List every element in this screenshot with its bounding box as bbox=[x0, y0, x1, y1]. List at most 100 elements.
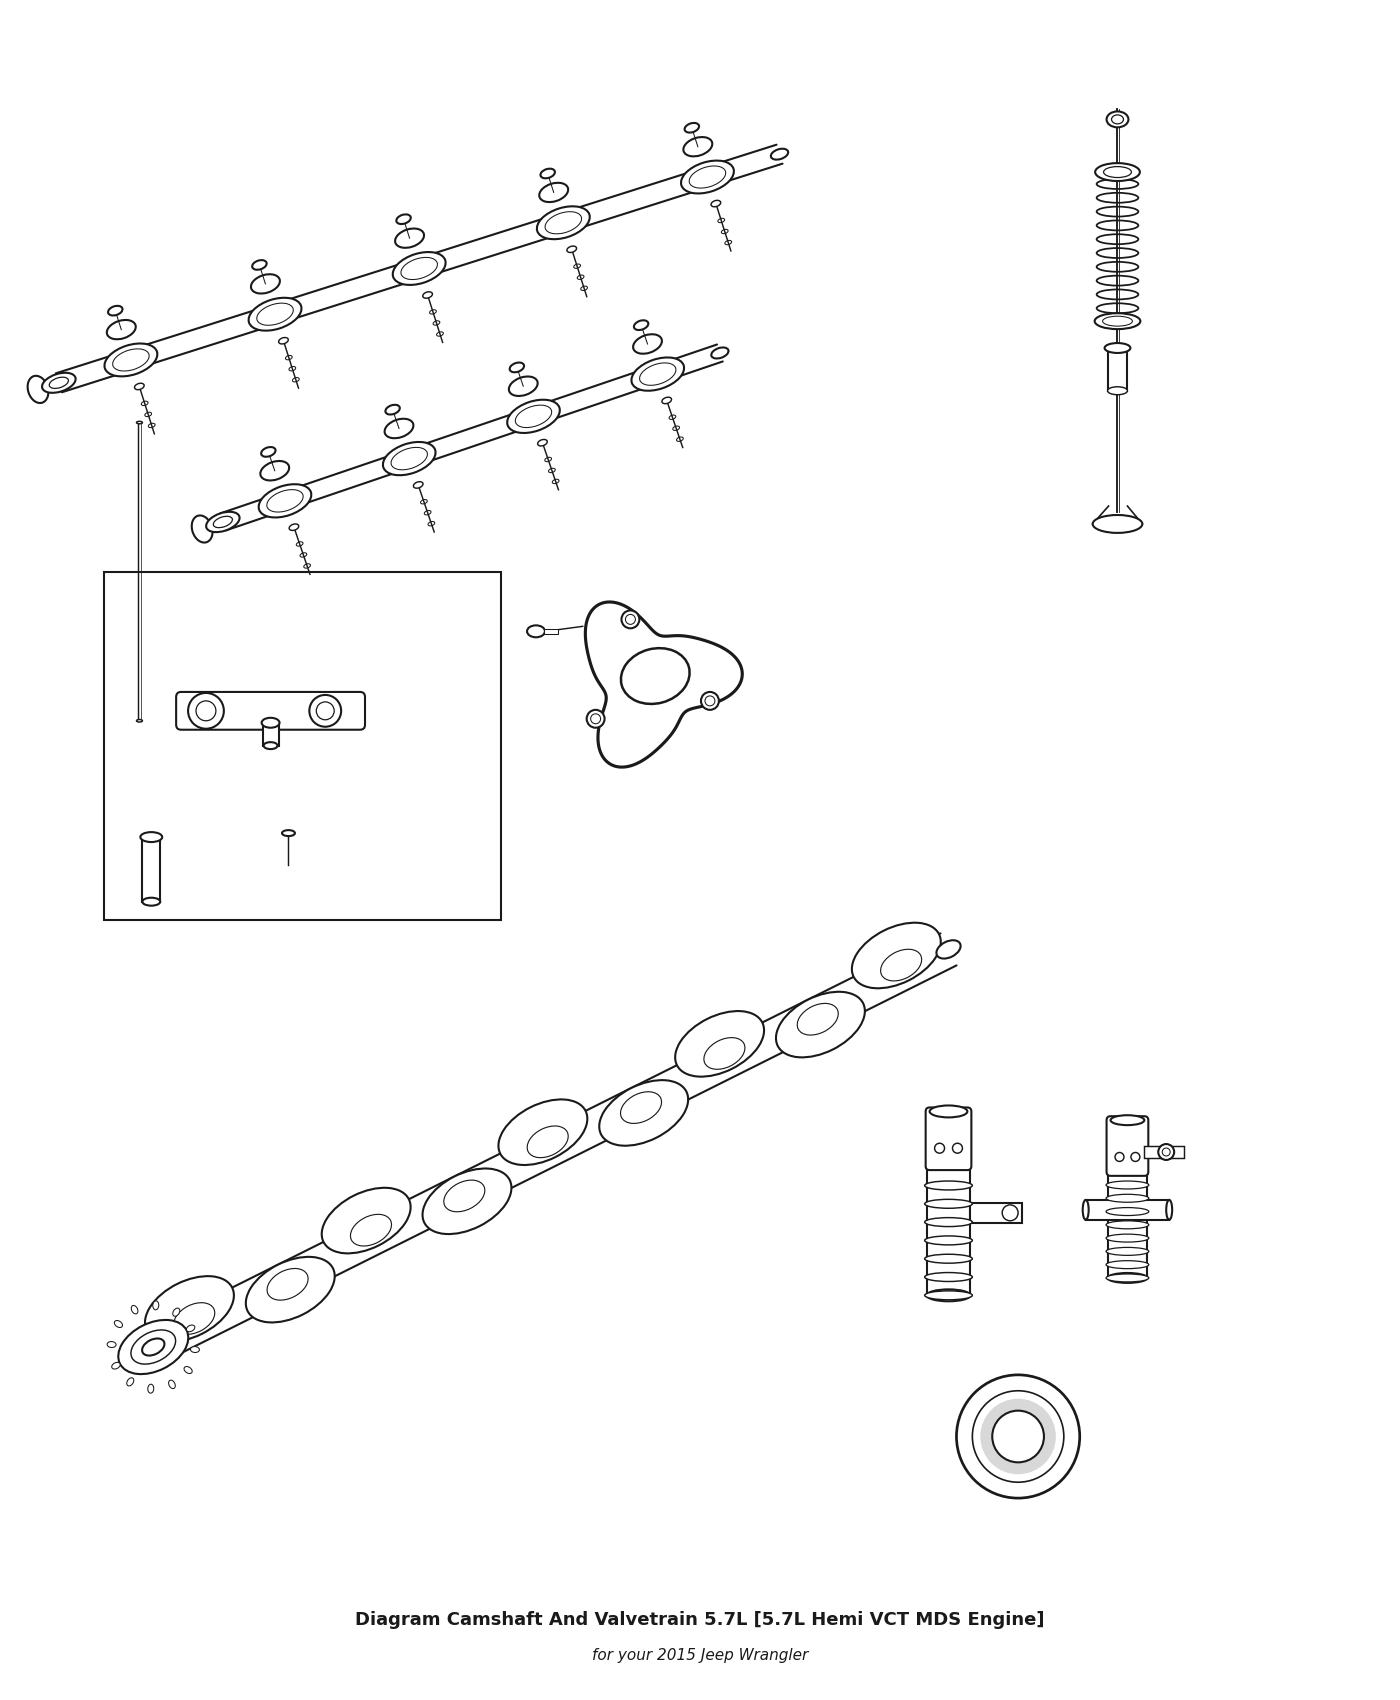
Ellipse shape bbox=[1103, 316, 1133, 326]
Bar bbox=[143, 836, 160, 901]
Ellipse shape bbox=[1106, 112, 1128, 128]
Ellipse shape bbox=[924, 1198, 973, 1209]
Ellipse shape bbox=[1106, 1248, 1149, 1255]
Ellipse shape bbox=[685, 122, 699, 133]
Ellipse shape bbox=[385, 405, 400, 415]
Ellipse shape bbox=[267, 490, 304, 512]
Ellipse shape bbox=[206, 512, 239, 532]
Ellipse shape bbox=[1106, 1195, 1149, 1202]
Bar bbox=[545, 629, 557, 634]
Ellipse shape bbox=[1106, 1234, 1149, 1243]
Circle shape bbox=[935, 1142, 945, 1153]
Bar bbox=[1107, 348, 1127, 391]
Ellipse shape bbox=[141, 1338, 164, 1355]
Ellipse shape bbox=[396, 214, 410, 224]
Ellipse shape bbox=[281, 830, 295, 836]
Ellipse shape bbox=[262, 717, 280, 728]
Ellipse shape bbox=[385, 418, 413, 439]
Ellipse shape bbox=[252, 260, 266, 270]
Ellipse shape bbox=[689, 167, 725, 189]
Ellipse shape bbox=[106, 320, 136, 340]
Ellipse shape bbox=[536, 206, 589, 240]
Ellipse shape bbox=[260, 461, 290, 481]
Ellipse shape bbox=[251, 274, 280, 294]
Text: for your 2015 Jeep Wrangler: for your 2015 Jeep Wrangler bbox=[592, 1647, 808, 1663]
Ellipse shape bbox=[423, 292, 433, 298]
Bar bbox=[1085, 1200, 1169, 1221]
Circle shape bbox=[973, 1391, 1064, 1482]
Ellipse shape bbox=[771, 148, 788, 160]
Circle shape bbox=[952, 1142, 962, 1153]
Ellipse shape bbox=[1106, 1182, 1149, 1188]
Circle shape bbox=[1002, 1205, 1018, 1221]
Ellipse shape bbox=[620, 1091, 662, 1124]
Ellipse shape bbox=[127, 1377, 134, 1385]
Ellipse shape bbox=[112, 1362, 120, 1368]
Circle shape bbox=[1162, 1148, 1170, 1156]
Ellipse shape bbox=[515, 405, 552, 428]
Ellipse shape bbox=[400, 257, 437, 279]
Ellipse shape bbox=[28, 376, 49, 403]
Ellipse shape bbox=[1105, 343, 1130, 354]
Ellipse shape bbox=[190, 1346, 199, 1353]
Ellipse shape bbox=[1082, 1200, 1089, 1221]
Ellipse shape bbox=[132, 1306, 139, 1314]
Ellipse shape bbox=[1107, 1273, 1148, 1284]
Ellipse shape bbox=[143, 898, 160, 906]
Ellipse shape bbox=[498, 1100, 588, 1165]
Ellipse shape bbox=[937, 940, 960, 959]
Ellipse shape bbox=[256, 303, 293, 325]
Circle shape bbox=[980, 1399, 1056, 1474]
Bar bbox=[927, 1166, 970, 1295]
Ellipse shape bbox=[675, 1012, 764, 1076]
Ellipse shape bbox=[662, 398, 672, 403]
Bar bbox=[263, 722, 279, 746]
Ellipse shape bbox=[1103, 167, 1131, 177]
Circle shape bbox=[956, 1375, 1079, 1498]
Ellipse shape bbox=[1106, 1221, 1149, 1229]
Ellipse shape bbox=[262, 447, 276, 457]
Ellipse shape bbox=[108, 1341, 116, 1348]
Ellipse shape bbox=[105, 343, 157, 376]
Circle shape bbox=[622, 610, 640, 629]
Ellipse shape bbox=[540, 168, 554, 178]
Ellipse shape bbox=[279, 338, 288, 343]
Ellipse shape bbox=[924, 1273, 973, 1282]
Ellipse shape bbox=[290, 524, 298, 530]
Ellipse shape bbox=[263, 743, 277, 750]
Circle shape bbox=[993, 1411, 1044, 1462]
Ellipse shape bbox=[395, 228, 424, 248]
Ellipse shape bbox=[413, 481, 423, 488]
Ellipse shape bbox=[49, 377, 69, 388]
Ellipse shape bbox=[444, 1180, 484, 1212]
Ellipse shape bbox=[510, 362, 524, 372]
Ellipse shape bbox=[924, 1236, 973, 1244]
Bar bbox=[970, 1204, 1022, 1222]
Ellipse shape bbox=[1092, 515, 1142, 532]
Polygon shape bbox=[585, 602, 742, 767]
Circle shape bbox=[701, 692, 718, 711]
Ellipse shape bbox=[704, 1037, 745, 1069]
Bar bbox=[1107, 1168, 1148, 1278]
Ellipse shape bbox=[539, 184, 568, 202]
Circle shape bbox=[706, 695, 715, 706]
Ellipse shape bbox=[711, 201, 721, 207]
Ellipse shape bbox=[633, 335, 662, 354]
Ellipse shape bbox=[680, 160, 734, 194]
Ellipse shape bbox=[136, 422, 143, 423]
Ellipse shape bbox=[322, 1188, 410, 1253]
Ellipse shape bbox=[183, 1367, 192, 1374]
Ellipse shape bbox=[246, 1256, 335, 1323]
Ellipse shape bbox=[634, 320, 648, 330]
Circle shape bbox=[196, 700, 216, 721]
Ellipse shape bbox=[112, 348, 150, 371]
Ellipse shape bbox=[1095, 313, 1141, 330]
Ellipse shape bbox=[423, 1168, 511, 1234]
Ellipse shape bbox=[924, 1290, 973, 1300]
Ellipse shape bbox=[924, 1182, 973, 1190]
Ellipse shape bbox=[134, 382, 144, 389]
Ellipse shape bbox=[507, 400, 560, 434]
Ellipse shape bbox=[538, 440, 547, 445]
Circle shape bbox=[587, 711, 605, 728]
Ellipse shape bbox=[172, 1307, 179, 1316]
